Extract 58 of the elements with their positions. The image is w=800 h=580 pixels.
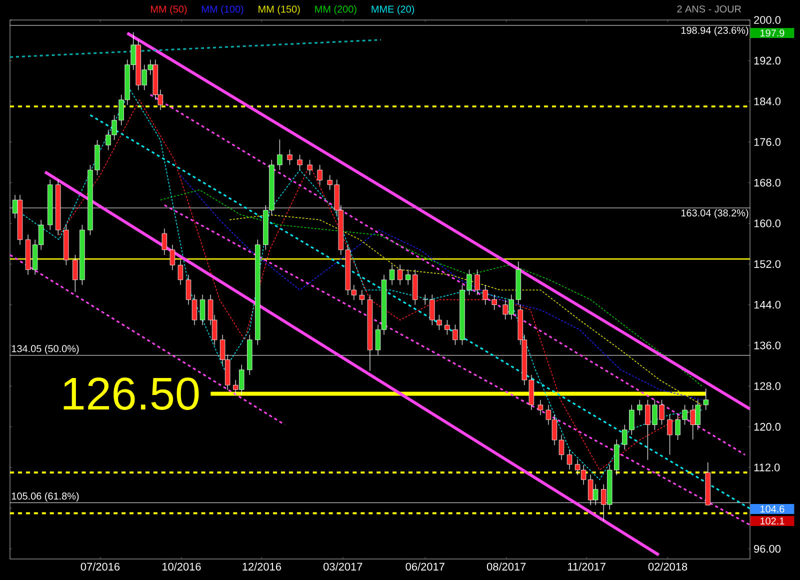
ref-line-label: 163.04 (38.2%) [681, 209, 748, 218]
x-tick-label: 08/2017 [486, 562, 526, 571]
candlestick [667, 414, 672, 456]
y-tick-label: 128.0 [754, 382, 781, 390]
candlestick [397, 264, 403, 286]
candlestick [277, 139, 282, 170]
text: 104.6 [760, 505, 784, 513]
y-tick-label: 168.0 [754, 178, 781, 187]
candlestick [482, 284, 488, 306]
y-tick-label: 176.0 [754, 138, 781, 146]
y-tick-label: 144.0 [754, 300, 781, 309]
candlestick [170, 244, 176, 270]
candlestick [162, 228, 168, 256]
candlestick [200, 294, 206, 326]
y-tick-label: 160.0 [754, 220, 781, 228]
candlestick [297, 154, 302, 170]
x-tick-label: 12/2016 [242, 562, 281, 571]
x-tick-label: 03/2017 [324, 562, 362, 571]
candlestick [492, 294, 497, 310]
candlestick [307, 160, 312, 176]
x-tick-label: 07/2016 [80, 562, 120, 571]
ref-line-label: 134.05 (50.0%) [12, 344, 79, 354]
x-tick-label: 02/2018 [648, 562, 688, 571]
y-tick-label: 152.0 [754, 260, 781, 268]
candlestick [538, 400, 544, 416]
ref-line-label: 105.06 (61.8%) [12, 492, 79, 502]
candlestick [444, 320, 450, 336]
y-tick-label: 184.0 [754, 97, 781, 106]
y-tick-label: 200.0 [754, 16, 781, 24]
candlestick [422, 294, 428, 306]
x-tick-label: 06/2017 [406, 562, 444, 571]
candlestick [178, 260, 184, 286]
candlestick [566, 449, 572, 470]
text: 102.1 [760, 517, 784, 525]
candlestick [287, 149, 292, 166]
candlestick [558, 434, 564, 460]
text: MM (200) [315, 5, 356, 15]
y-tick-label: 112.0 [754, 464, 780, 472]
text: MME (20) [372, 5, 414, 15]
candlestick [389, 264, 395, 286]
ref-line-label: 198.94 (23.6%) [681, 26, 748, 36]
candlestick [474, 269, 480, 296]
y-tick-label: 192.0 [754, 56, 781, 65]
text: MM (150) [258, 5, 300, 15]
ref-line-label: 126.50 [64, 378, 199, 410]
candlestick [317, 164, 322, 186]
text: 197.9 [760, 29, 784, 37]
text: MM (50) [151, 5, 187, 15]
candlestick [703, 388, 708, 410]
candlestick [359, 290, 365, 306]
y-tick-label: 136.0 [754, 342, 781, 350]
text: MM (100) [202, 5, 244, 15]
x-tick-label: 11/2017 [568, 562, 606, 571]
candlestick [637, 400, 642, 416]
y-tick-label: 96.00 [754, 544, 781, 553]
y-tick-label: 120.0 [754, 422, 781, 431]
chart-subtitle: 2 ANS - JOUR [677, 5, 742, 13]
x-tick-label: 10/2016 [162, 562, 201, 571]
